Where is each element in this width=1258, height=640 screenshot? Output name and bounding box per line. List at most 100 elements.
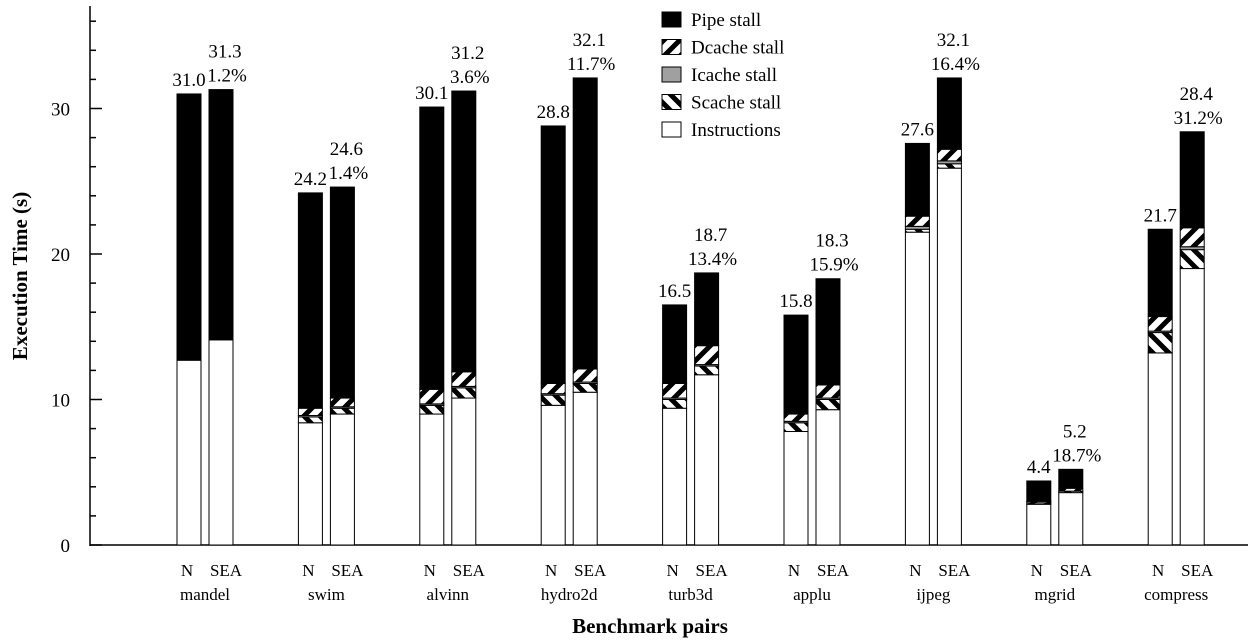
bar-stacks	[176, 77, 1205, 546]
increase-label: 31.2%	[1174, 108, 1223, 129]
bar-label: SEA	[1060, 561, 1093, 580]
bar-label: N	[1031, 561, 1043, 580]
segment-dcache-stall	[1147, 316, 1173, 332]
y-tick-label: 10	[51, 391, 70, 412]
total-label: 15.8	[779, 291, 812, 312]
segment-scache-stall	[540, 394, 566, 406]
segment-instructions	[936, 167, 962, 546]
legend-swatch	[661, 39, 682, 55]
bar-hydro2d-n	[540, 125, 566, 546]
segment-instructions	[1179, 268, 1205, 546]
segment-dcache-stall	[904, 215, 930, 227]
bar-mandel-sea	[208, 89, 234, 546]
segment-instructions	[572, 391, 598, 546]
legend-item-icache-stall: Icache stall	[661, 65, 777, 86]
bar-label: N	[302, 561, 314, 580]
legend-swatch	[661, 11, 682, 28]
increase-label: 16.4%	[931, 54, 980, 75]
bar-turb3d-n	[662, 304, 688, 546]
group-label: applu	[793, 585, 831, 604]
legend-label: Icache stall	[691, 65, 777, 86]
segment-scache-stall	[1147, 332, 1173, 354]
legend: Pipe stall Dcache stall Icache stall Scache…	[661, 10, 784, 141]
legend-item-dcache-stall: Dcache stall	[661, 38, 784, 59]
segment-pipe-stall	[176, 93, 202, 361]
group-label: compress	[1144, 585, 1208, 604]
bar-label: SEA	[938, 561, 971, 580]
segment-instructions	[904, 231, 930, 546]
bar-label: N	[545, 561, 557, 580]
segment-pipe-stall	[329, 186, 355, 399]
segment-pipe-stall	[904, 142, 930, 217]
segment-pipe-stall	[297, 192, 323, 409]
segment-instructions	[815, 409, 841, 546]
bar-ijpeg-sea	[936, 77, 962, 546]
segment-instructions	[176, 359, 202, 546]
group-label: ijpeg	[916, 585, 950, 604]
bar-label: N	[666, 561, 678, 580]
legend-label: Pipe stall	[691, 10, 761, 31]
segment-dcache-stall	[662, 382, 688, 399]
segment-dcache-stall	[783, 413, 809, 422]
y-axis: 0 10 20 30	[51, 6, 102, 557]
segment-scache-stall	[297, 416, 323, 424]
segment-scache-stall	[329, 407, 355, 415]
bar-label: SEA	[210, 561, 243, 580]
segment-instructions	[329, 413, 355, 546]
bar-alvinn-sea	[451, 90, 477, 546]
total-label: 32.1	[937, 30, 970, 51]
y-axis-title: Execution Time (s)	[8, 192, 32, 360]
segment-pipe-stall	[783, 314, 809, 415]
segment-dcache-stall	[815, 384, 841, 399]
legend-label: Scache stall	[691, 93, 781, 114]
bar-label: SEA	[1181, 561, 1214, 580]
total-label: 28.4	[1180, 84, 1214, 105]
bar-mgrid-sea	[1058, 468, 1084, 546]
total-label: 24.6	[330, 139, 363, 160]
legend-item-pipe-stall: Pipe stall	[661, 10, 761, 31]
segment-instructions	[783, 431, 809, 546]
segment-pipe-stall	[936, 77, 962, 150]
group-label: alvinn	[427, 585, 470, 604]
bar-hydro2d-sea	[572, 77, 598, 546]
legend-label: Dcache stall	[691, 38, 784, 59]
x-axis-title: Benchmark pairs	[572, 614, 728, 638]
segment-dcache-stall	[572, 368, 598, 383]
legend-swatch	[661, 66, 682, 83]
bar-mandel-n	[176, 93, 202, 546]
segment-instructions	[540, 404, 566, 546]
segment-dcache-stall	[451, 371, 477, 387]
group-label: hydro2d	[541, 585, 598, 604]
total-label: 28.8	[537, 102, 570, 123]
segment-pipe-stall	[1058, 468, 1084, 489]
segment-scache-stall	[419, 404, 445, 415]
bar-applu-n	[783, 314, 809, 546]
total-label: 32.1	[573, 30, 606, 51]
segment-pipe-stall	[419, 106, 445, 390]
segment-pipe-stall	[1026, 480, 1052, 502]
total-label: 30.1	[415, 83, 448, 104]
bar-swim-n	[297, 192, 323, 546]
segment-scache-stall	[815, 399, 841, 411]
legend-label: Instructions	[691, 120, 781, 141]
bar-label: SEA	[453, 561, 486, 580]
segment-pipe-stall	[815, 278, 841, 386]
increase-label: 18.7%	[1052, 445, 1101, 466]
segment-dcache-stall	[936, 148, 962, 162]
segment-scache-stall	[451, 387, 477, 399]
segment-pipe-stall	[451, 90, 477, 373]
segment-pipe-stall	[662, 304, 688, 384]
bar-ijpeg-n	[904, 142, 930, 546]
segment-instructions	[1147, 352, 1173, 546]
total-label: 31.3	[208, 42, 241, 63]
total-label: 18.3	[815, 231, 848, 252]
segment-pipe-stall	[1179, 131, 1205, 229]
total-label: 5.2	[1063, 421, 1087, 442]
total-label: 18.7	[694, 225, 727, 246]
total-label: 31.2	[451, 43, 484, 64]
segment-scache-stall	[783, 422, 809, 433]
segment-dcache-stall	[329, 397, 355, 408]
total-label: 27.6	[901, 119, 934, 140]
increase-label: 1.4%	[329, 163, 369, 184]
segment-instructions	[451, 397, 477, 546]
